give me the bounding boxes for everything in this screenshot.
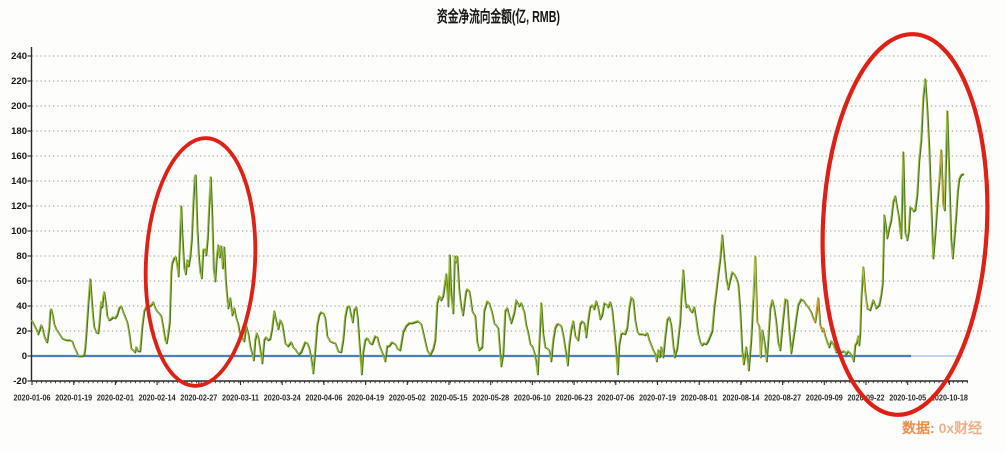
svg-text:2020-09-09: 2020-09-09 [806, 393, 843, 403]
svg-text:140: 140 [11, 176, 27, 187]
svg-text:240: 240 [11, 51, 27, 62]
svg-text:40: 40 [16, 301, 27, 312]
svg-text:2020-05-02: 2020-05-02 [389, 393, 426, 403]
svg-text:2020-04-06: 2020-04-06 [305, 393, 342, 403]
svg-text:100: 100 [11, 226, 27, 237]
svg-text:2020-02-27: 2020-02-27 [180, 393, 217, 403]
svg-text:2020-04-19: 2020-04-19 [347, 393, 384, 403]
svg-text:资金净流向金额(亿, RMB): 资金净流向金额(亿, RMB) [437, 7, 560, 26]
svg-text:2020-01-06: 2020-01-06 [14, 393, 51, 403]
svg-text:160: 160 [11, 151, 27, 162]
svg-text:2020-06-23: 2020-06-23 [556, 393, 593, 403]
svg-text:2020-03-11: 2020-03-11 [222, 393, 259, 403]
svg-text:20: 20 [16, 326, 27, 337]
svg-text:2020-01-19: 2020-01-19 [55, 393, 92, 403]
svg-text:2020-07-06: 2020-07-06 [597, 393, 634, 403]
svg-text:200: 200 [11, 101, 27, 112]
svg-text:60: 60 [16, 276, 27, 287]
svg-text:120: 120 [11, 201, 27, 212]
svg-text:2020-07-19: 2020-07-19 [639, 393, 676, 403]
svg-text:-20: -20 [13, 376, 27, 387]
svg-text:2020-02-01: 2020-02-01 [97, 393, 134, 403]
svg-text:数据: 0x财经: 数据: 0x财经 [902, 420, 982, 436]
svg-text:180: 180 [11, 126, 27, 137]
svg-text:2020-05-15: 2020-05-15 [431, 393, 468, 403]
svg-text:2020-02-14: 2020-02-14 [139, 393, 176, 403]
svg-text:2020-03-24: 2020-03-24 [264, 393, 301, 403]
svg-text:220: 220 [11, 76, 27, 87]
svg-text:2020-05-28: 2020-05-28 [472, 393, 509, 403]
svg-text:2020-10-05: 2020-10-05 [889, 393, 926, 403]
svg-text:0: 0 [22, 351, 27, 362]
svg-text:80: 80 [16, 251, 27, 262]
svg-text:2020-08-14: 2020-08-14 [722, 393, 759, 403]
svg-text:2020-08-27: 2020-08-27 [764, 393, 801, 403]
svg-text:2020-10-18: 2020-10-18 [931, 393, 968, 403]
svg-text:2020-06-10: 2020-06-10 [514, 393, 551, 403]
svg-text:2020-08-01: 2020-08-01 [681, 393, 718, 403]
